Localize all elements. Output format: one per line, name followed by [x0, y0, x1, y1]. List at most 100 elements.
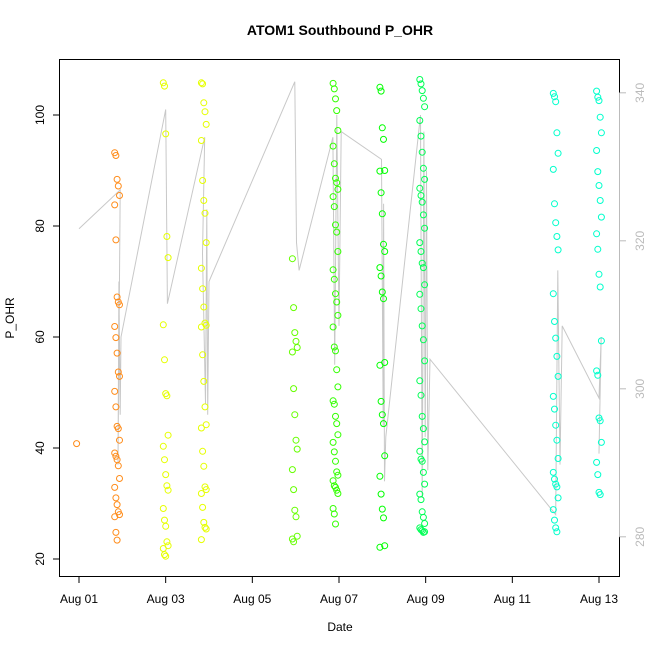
- trace-line-group: [78, 81, 602, 516]
- data-point: [162, 130, 170, 138]
- data-point: [199, 285, 207, 293]
- data-point: [595, 270, 603, 278]
- data-point: [376, 167, 384, 175]
- data-point: [114, 368, 122, 376]
- data-point: [416, 76, 424, 83]
- data-point: [596, 491, 604, 499]
- data-point: [292, 436, 300, 444]
- data-point: [417, 391, 425, 399]
- data-point: [421, 175, 429, 183]
- data-point: [291, 329, 299, 337]
- data-point: [161, 516, 168, 524]
- data-point: [113, 349, 121, 357]
- data-point: [159, 79, 167, 87]
- data-point: [553, 483, 561, 491]
- data-point: [419, 164, 427, 172]
- data-point: [551, 93, 558, 101]
- data-point: [200, 197, 208, 204]
- data-point: [332, 174, 339, 182]
- data-point: [159, 545, 167, 552]
- data-point: [378, 210, 386, 218]
- data-point: [163, 538, 171, 546]
- data-point: [202, 239, 210, 247]
- data-point: [202, 486, 210, 494]
- data-point: [162, 471, 170, 479]
- data-point: [554, 455, 562, 462]
- data-point: [73, 440, 81, 448]
- data-point: [290, 486, 298, 494]
- data-point: [417, 496, 425, 504]
- data-point: [554, 372, 562, 380]
- data-point: [421, 224, 429, 232]
- data-point: [417, 192, 425, 199]
- data-point: [593, 367, 601, 375]
- data-point: [113, 175, 121, 183]
- data-point: [421, 281, 429, 289]
- data-point: [164, 486, 172, 494]
- data-point: [334, 471, 342, 479]
- data-point: [112, 403, 120, 411]
- y-tick-label-right: 320: [633, 230, 647, 250]
- x-tick-label: Aug 01: [60, 592, 98, 606]
- data-point: [333, 179, 341, 187]
- data-point: [330, 160, 338, 168]
- data-point: [551, 516, 558, 524]
- data-point: [378, 124, 386, 132]
- data-point: [421, 103, 429, 111]
- data-point: [197, 264, 205, 272]
- data-point: [161, 356, 168, 364]
- data-point: [288, 348, 296, 356]
- data-point: [197, 323, 205, 331]
- data-point: [381, 452, 389, 460]
- data-point: [201, 403, 209, 411]
- data-point: [418, 87, 426, 95]
- data-point: [333, 486, 341, 494]
- data-point: [421, 480, 429, 488]
- data-point: [159, 442, 167, 450]
- data-point: [334, 490, 342, 497]
- data-point: [551, 200, 558, 208]
- data-point: [377, 397, 385, 405]
- data-point: [594, 371, 602, 379]
- data-point: [163, 392, 171, 400]
- data-point: [163, 233, 171, 240]
- y-tick-label-right: 300: [633, 378, 647, 398]
- data-point: [593, 458, 601, 466]
- data-point: [417, 132, 425, 140]
- data-point: [111, 387, 119, 395]
- data-point: [334, 431, 342, 439]
- data-point: [549, 165, 557, 173]
- data-point: [380, 240, 387, 248]
- data-point: [329, 142, 337, 150]
- data-point: [593, 87, 601, 95]
- data-point: [164, 254, 172, 262]
- data-point: [419, 211, 427, 219]
- data-point: [418, 508, 426, 516]
- data-point: [596, 113, 604, 121]
- data-point: [202, 321, 210, 329]
- data-point: [553, 528, 561, 536]
- data-point: [290, 538, 298, 546]
- data-point: [201, 209, 209, 217]
- data-point: [329, 323, 337, 331]
- y-tick-label-right: 340: [633, 82, 647, 102]
- data-point: [333, 420, 341, 428]
- data-point: [202, 120, 210, 128]
- data-point: [197, 79, 205, 87]
- data-point: [418, 457, 426, 465]
- data-point: [594, 168, 602, 176]
- data-point: [553, 233, 561, 240]
- y-axis-right: 280 300 320 340: [619, 82, 647, 547]
- data-point: [380, 420, 387, 428]
- data-point: [380, 135, 387, 143]
- data-point: [377, 87, 385, 95]
- data-point: [553, 436, 561, 444]
- data-point: [197, 424, 205, 432]
- data-point: [596, 197, 604, 204]
- data-point: [333, 107, 341, 115]
- data-point: [113, 293, 121, 301]
- data-point: [329, 505, 337, 512]
- data-point: [112, 528, 120, 536]
- data-point: [293, 344, 301, 351]
